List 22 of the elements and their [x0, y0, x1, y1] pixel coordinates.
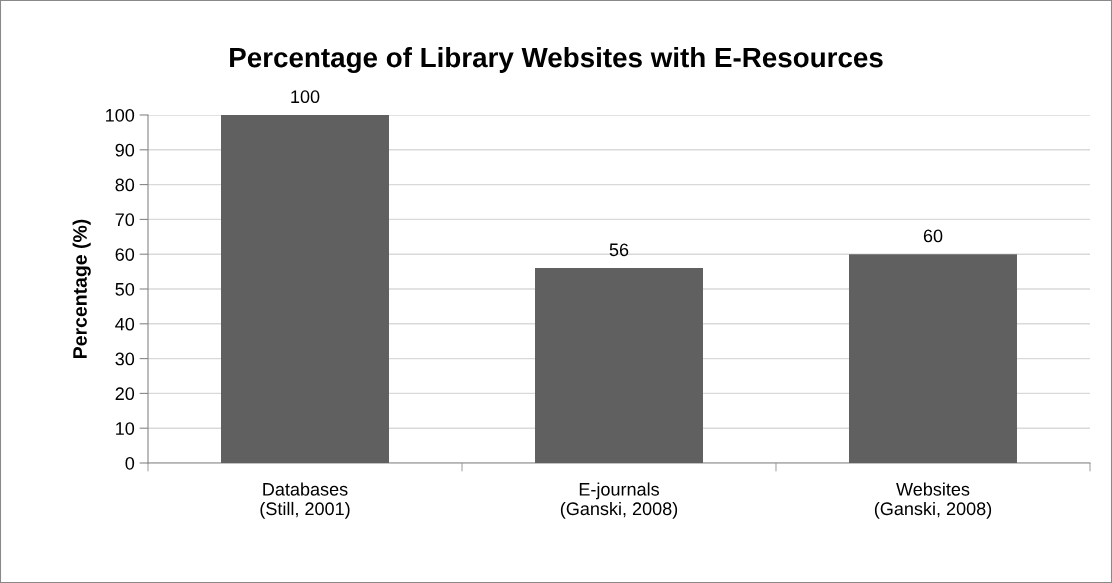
y-tick-label: 50 — [115, 282, 135, 296]
chart-title: Percentage of Library Websites with E-Resources — [230, 46, 883, 74]
y-tick-label: 70 — [115, 213, 135, 227]
data-label: 56 — [609, 243, 629, 257]
y-tick-label: 100 — [106, 108, 135, 122]
x-tick-label: E-journals (Ganski, 2008) — [560, 482, 678, 519]
y-tick-label: 40 — [115, 317, 135, 331]
x-tick-label: Databases (Still, 2001) — [260, 482, 350, 519]
y-tick-label: 60 — [115, 248, 135, 261]
y-tick-label: 80 — [115, 178, 135, 192]
y-tick-label: 0 — [125, 456, 135, 470]
x-tick-label: Websites (Ganski, 2008) — [874, 482, 992, 519]
data-label: 100 — [291, 90, 320, 104]
bar — [221, 115, 389, 463]
bar — [849, 254, 1017, 463]
data-label: 60 — [923, 229, 943, 243]
y-tick-label: 20 — [115, 387, 135, 401]
y-axis-title: Percentage (%) — [72, 219, 91, 358]
y-tick-label: 10 — [116, 422, 135, 435]
y-tick-label: 30 — [115, 352, 135, 366]
y-tick-label: 90 — [115, 143, 135, 157]
bar — [535, 268, 703, 463]
